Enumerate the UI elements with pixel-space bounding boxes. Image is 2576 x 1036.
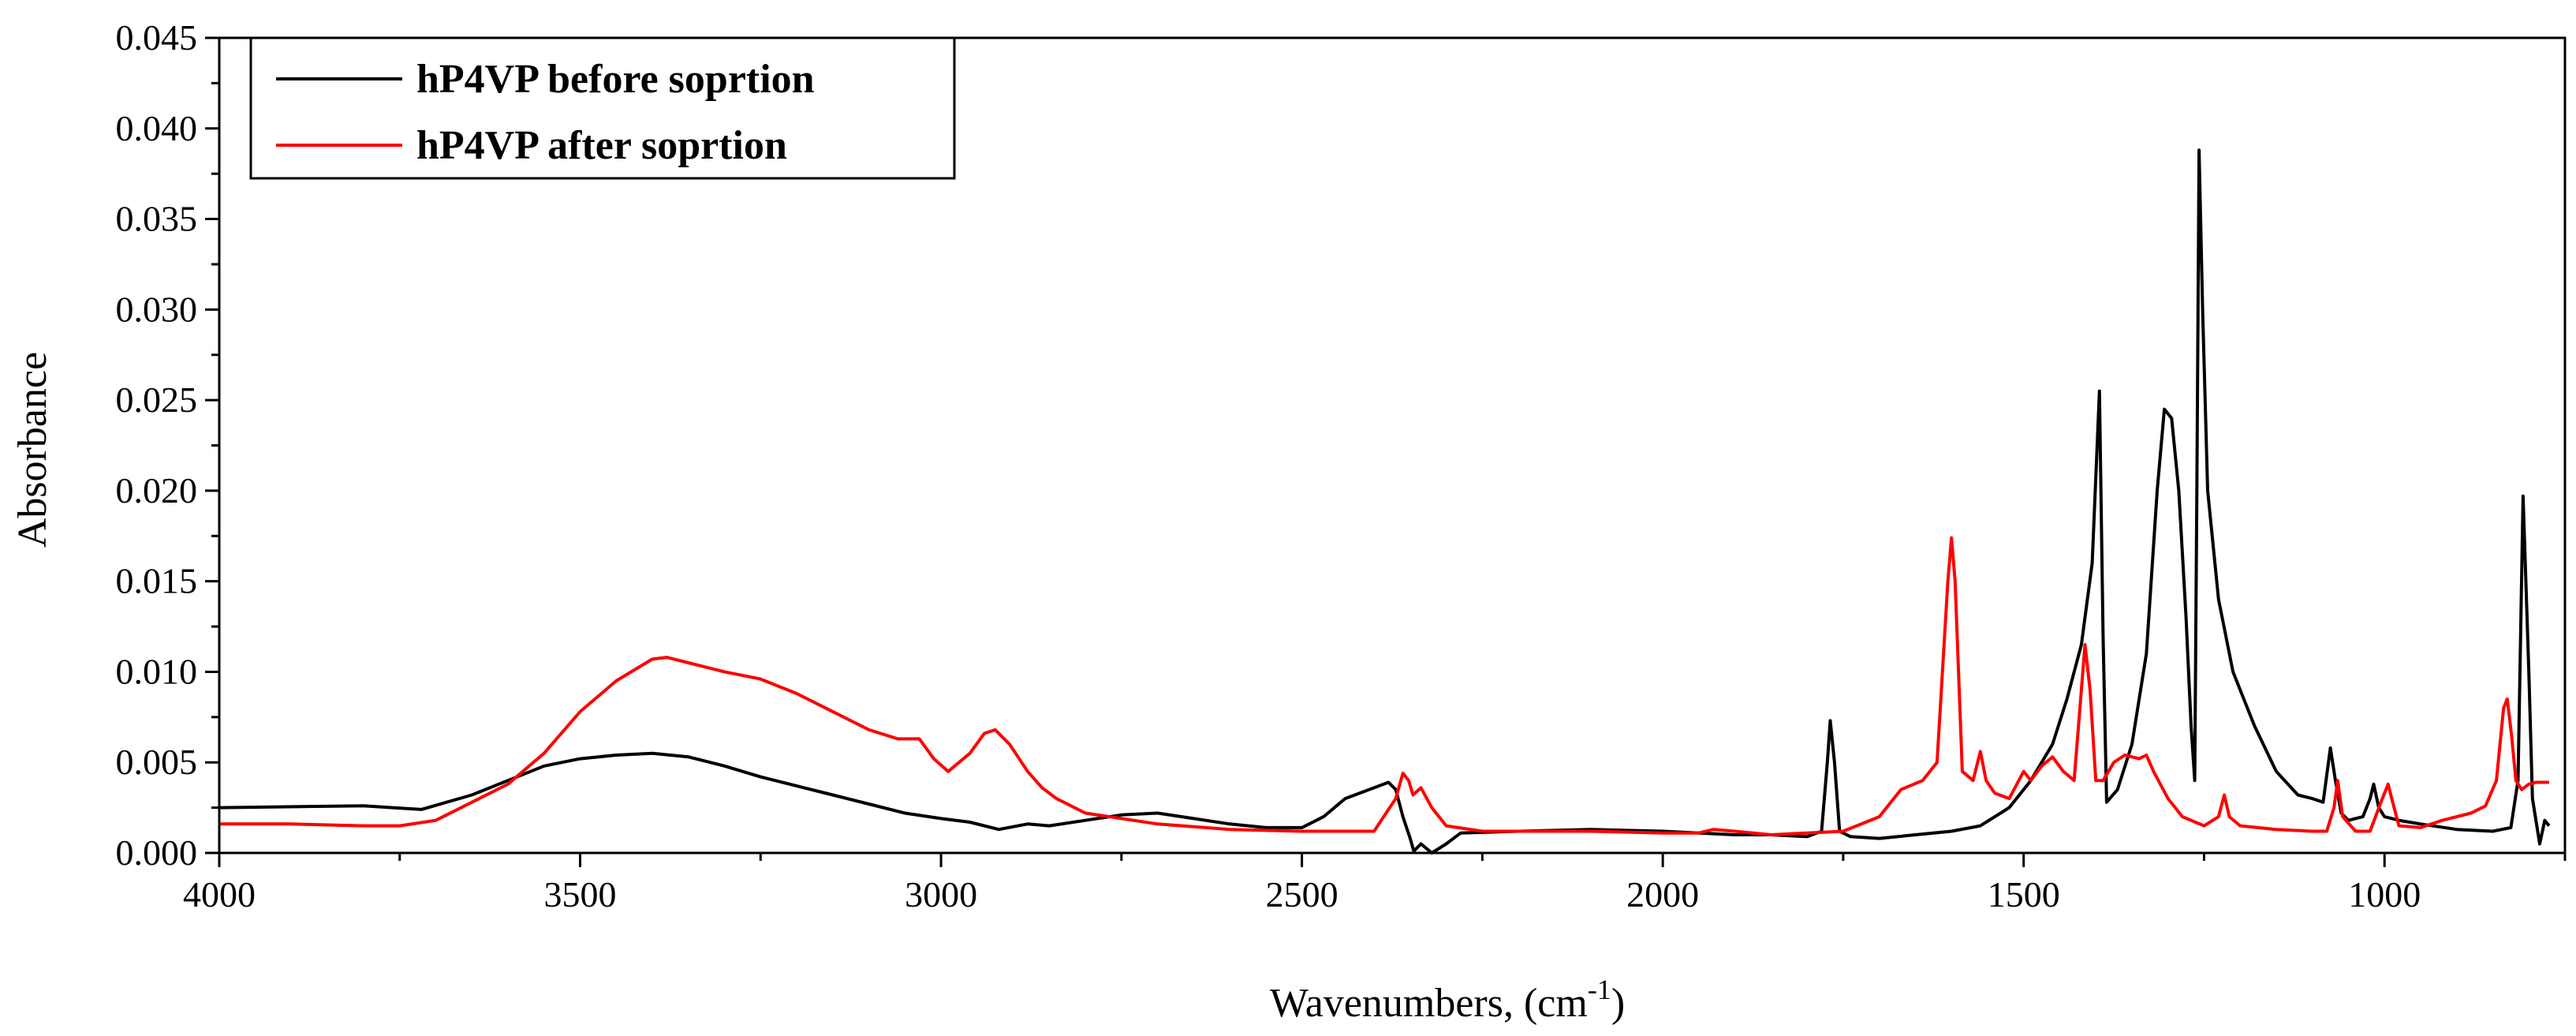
y-tick-label: 0.030 bbox=[116, 289, 198, 329]
x-tick-label: 4000 bbox=[183, 874, 256, 914]
series-layer bbox=[218, 148, 2551, 855]
y-tick-label: 0.025 bbox=[116, 380, 198, 420]
y-tick-label: 0.040 bbox=[116, 108, 198, 148]
series-line-0 bbox=[218, 148, 2551, 855]
x-axis-title-suffix: ) bbox=[1611, 981, 1625, 1026]
legend-label-before: hP4VP before soprtion bbox=[416, 57, 815, 102]
y-axis-ticks: 0.000 0.005 0.010 0.015 0.020 0.025 0.030 0.035… bbox=[116, 17, 219, 873]
x-tick-label: 2000 bbox=[1626, 874, 1699, 914]
legend: hP4VP before soprtion hP4VP after soprti… bbox=[249, 36, 956, 180]
plot-frame bbox=[218, 36, 2567, 855]
legend-box bbox=[249, 36, 956, 180]
y-tick-label: 0.015 bbox=[116, 561, 198, 601]
x-axis-ticks: 4000 3500 3000 2500 2000 1500 1000 bbox=[183, 853, 2567, 914]
y-tick-label: 0.045 bbox=[116, 17, 198, 58]
x-axis-title-superscript: -1 bbox=[1588, 974, 1611, 1005]
y-tick-label: 0.010 bbox=[116, 651, 198, 691]
x-tick-label: 1000 bbox=[2348, 874, 2421, 914]
y-tick-label: 0.000 bbox=[116, 832, 198, 873]
legend-label-after: hP4VP after soprtion bbox=[416, 123, 787, 168]
x-tick-label: 2500 bbox=[1266, 874, 1338, 914]
y-tick-label: 0.020 bbox=[116, 470, 198, 511]
x-tick-label: 3000 bbox=[905, 874, 977, 914]
x-tick-label: 3500 bbox=[544, 874, 617, 914]
series-line-1 bbox=[219, 536, 2549, 836]
x-axis-title: Wavenumbers, (cm-1) bbox=[1270, 974, 1625, 1026]
y-axis-title: Absorbance bbox=[10, 352, 55, 548]
x-tick-label: 1500 bbox=[1988, 874, 2060, 914]
y-tick-label: 0.035 bbox=[116, 199, 198, 239]
y-tick-label: 0.005 bbox=[116, 742, 198, 782]
